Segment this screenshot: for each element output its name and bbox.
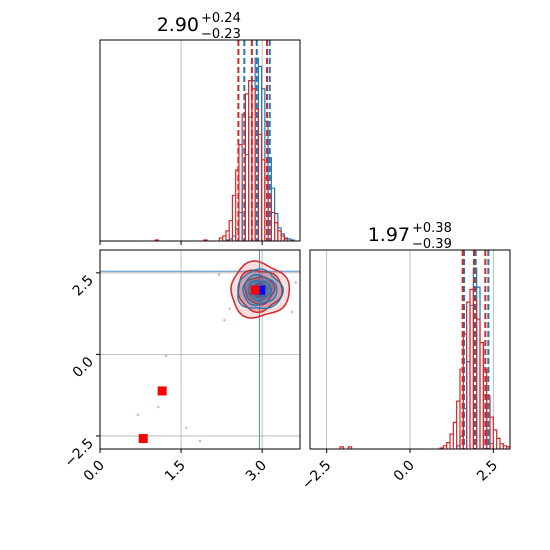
joint-frame: [99, 249, 301, 450]
joint-xtick-label: 3.0: [243, 458, 270, 485]
joint-xtick-label: 0.0: [81, 458, 108, 485]
joint-outlier-point: [294, 281, 297, 284]
y-marginal-tick-label: 0.0: [391, 458, 418, 485]
joint-outlier-point: [185, 426, 188, 429]
y-marginal-tick-label: 2.5: [474, 458, 501, 485]
y-marginal-title-lower: −0.39: [412, 237, 452, 252]
red-marker-3: [138, 434, 148, 444]
joint-outlier-point: [217, 273, 221, 276]
joint-outlier-point: [164, 354, 168, 358]
x-marginal-title-lower: −0.23: [201, 27, 241, 42]
joint-outlier-point: [228, 307, 231, 310]
y-marginal-histogram: 1.97 +0.38 −0.39: [309, 221, 511, 453]
y-marginal-tick-label: −2.5: [299, 458, 334, 493]
red-marker-2: [157, 386, 167, 396]
y-marginal-title-upper: +0.38: [412, 221, 452, 236]
x-marginal-series-2: [154, 80, 289, 241]
y-marginal-title-value: 1.97: [368, 224, 410, 246]
x-marginal-title-upper: +0.24: [201, 11, 241, 26]
joint-outlier-point: [223, 318, 226, 322]
red-marker-1: [250, 285, 260, 295]
x-marginal-histogram: 2.90 +0.24 −0.23: [99, 11, 301, 245]
x-marginal-frame: [99, 39, 301, 242]
joint-outlier-point: [136, 413, 140, 416]
joint-outlier-point: [198, 439, 202, 443]
joint-ytick-label: 2.5: [70, 272, 97, 299]
x-marginal-title-value: 2.90: [157, 14, 199, 36]
joint-xtick-label: 1.5: [162, 458, 189, 485]
joint-ytick-label: 0.0: [70, 354, 97, 381]
joint-scatter-plot: [96, 249, 301, 453]
joint-outlier-point: [290, 310, 294, 314]
blue-marker: [256, 285, 266, 295]
joint-outlier-point: [157, 406, 160, 409]
